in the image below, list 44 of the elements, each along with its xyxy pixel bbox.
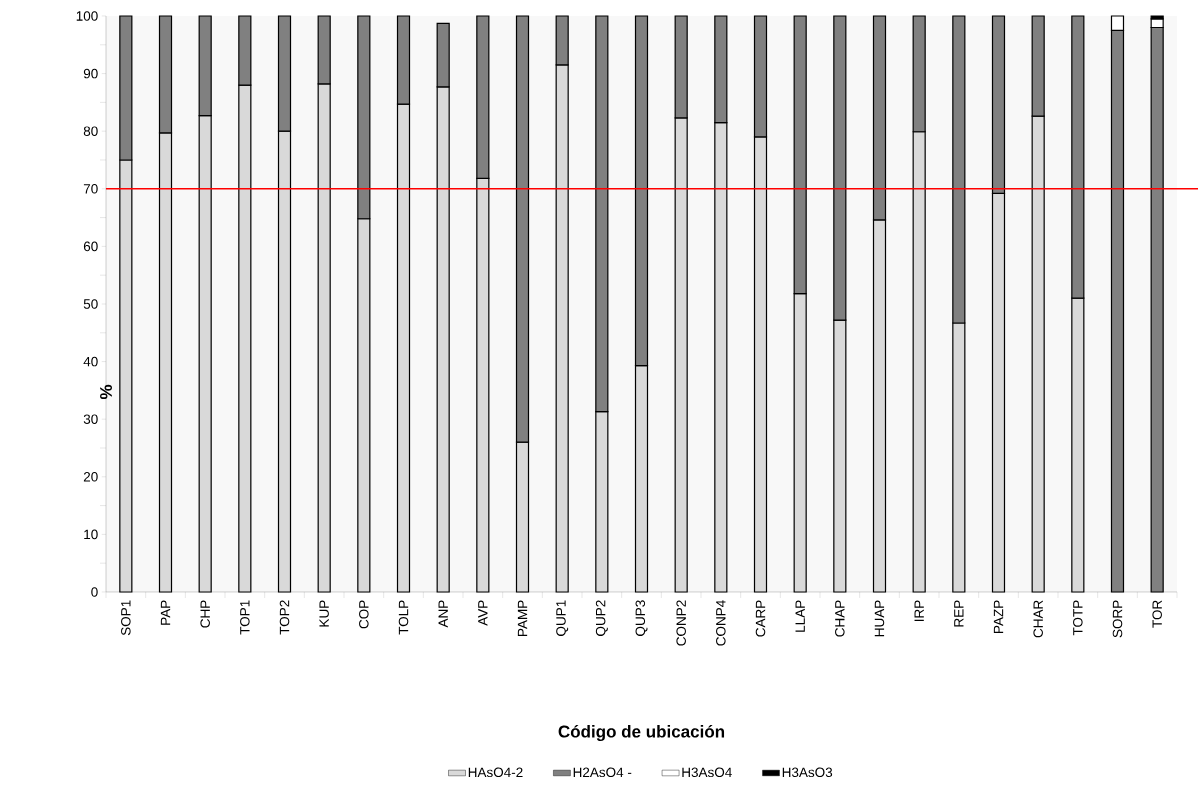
x-tick-label: HUAP bbox=[874, 600, 885, 637]
x-tick-label: TOR bbox=[1152, 600, 1162, 628]
x-tick-label: COP bbox=[359, 600, 369, 629]
y-axis-title: % bbox=[100, 384, 112, 400]
y-tick-label: 90 bbox=[83, 68, 98, 79]
x-tick-label: LLAP bbox=[795, 600, 805, 632]
legend-label: H3AsO4 bbox=[682, 767, 732, 778]
x-tick-label: PAP bbox=[160, 600, 171, 625]
x-tick-label: TOTP bbox=[1073, 600, 1083, 636]
y-tick-label: 40 bbox=[83, 356, 98, 367]
y-tick-label: 70 bbox=[83, 184, 98, 194]
x-tick-label: IRP bbox=[914, 600, 924, 622]
y-tick-label: 10 bbox=[84, 529, 98, 540]
x-tick-label: QUP2 bbox=[595, 600, 608, 636]
x-tick-label: CHAP bbox=[835, 600, 845, 637]
y-tick-label: 100 bbox=[76, 11, 98, 21]
x-tick-label: AVP bbox=[478, 600, 488, 626]
x-tick-label: QUP3 bbox=[635, 600, 648, 636]
x-tick-label: CARP bbox=[755, 600, 766, 637]
x-tick-label: SORP bbox=[1112, 600, 1123, 638]
x-tick-label: SOP1 bbox=[121, 600, 131, 636]
legend-label: HAsO4-2 bbox=[468, 767, 523, 778]
x-tick-label: CONP2 bbox=[676, 600, 686, 646]
y-tick-label: 60 bbox=[83, 241, 98, 252]
y-tick-label: 20 bbox=[83, 472, 98, 482]
x-tick-label: TOP2 bbox=[279, 600, 290, 635]
x-tick-label: PAZP bbox=[993, 600, 1004, 633]
legend-label: H3AsO3 bbox=[782, 767, 833, 778]
x-tick-label: ANP bbox=[438, 600, 448, 628]
y-tick-label: 50 bbox=[83, 299, 98, 309]
x-tick-label: REP bbox=[954, 600, 964, 627]
y-tick-label: 80 bbox=[83, 126, 98, 136]
x-tick-label: CHAR bbox=[1033, 600, 1043, 638]
x-tick-label: TOLP bbox=[398, 600, 409, 635]
x-tick-label: QUP1 bbox=[556, 600, 569, 636]
x-tick-label: KUP bbox=[319, 600, 329, 627]
x-tick-label: CONP4 bbox=[716, 600, 726, 646]
x-tick-label: PAMP bbox=[517, 600, 528, 636]
x-tick-label: TOP1 bbox=[240, 600, 250, 635]
x-tick-label: CHP bbox=[200, 600, 210, 628]
y-tick-label: 30 bbox=[83, 414, 98, 424]
y-tick-label: 0 bbox=[91, 587, 98, 597]
legend-label: H2AsO4 - bbox=[573, 767, 632, 778]
x-axis-title: Código de ubicación bbox=[558, 724, 725, 742]
